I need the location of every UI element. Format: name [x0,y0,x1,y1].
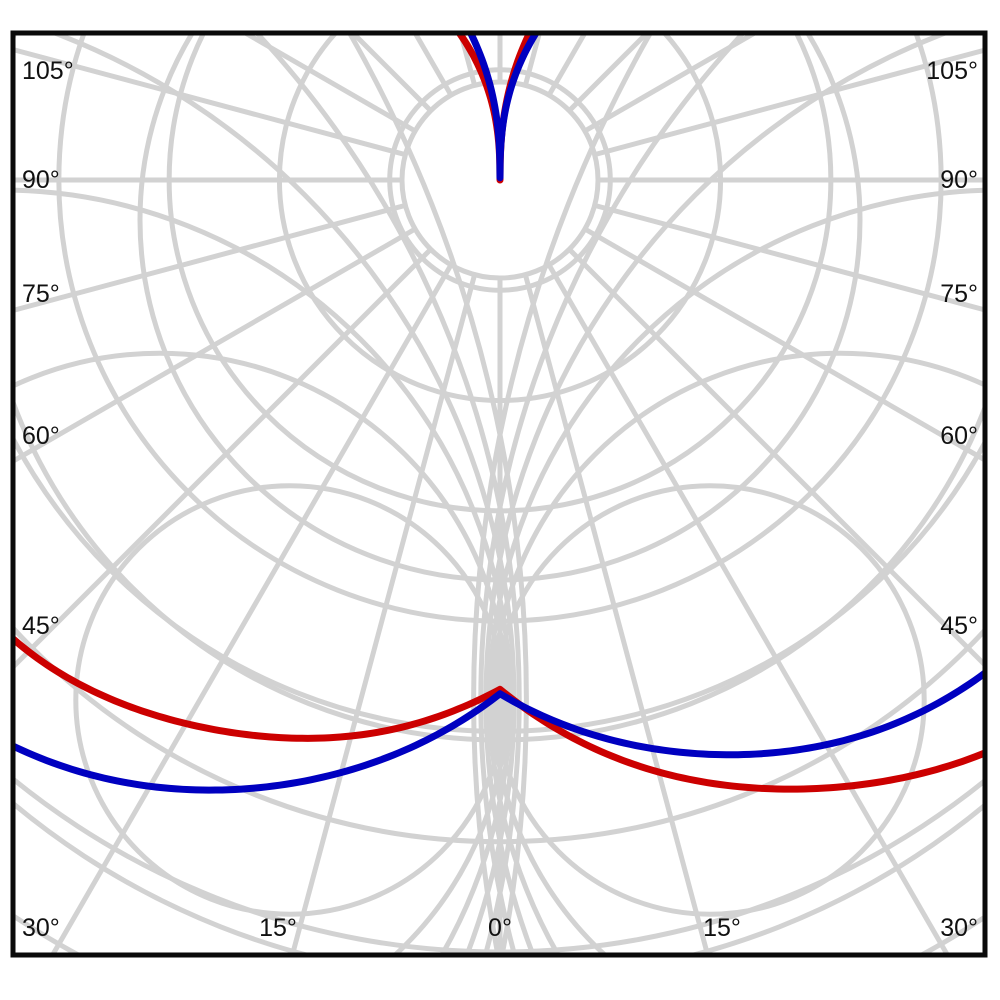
angle-label-bottom-2: 15° [703,914,741,942]
grid-spoke-345 [290,274,478,954]
curve-c90-c270 [14,34,984,794]
angle-label-right-2: 75° [940,280,978,308]
grid-spoke-30 [546,263,950,954]
grid-arc-h-1 [14,34,984,743]
angle-label-left-1: 90° [22,166,60,194]
angle-label-left-3: 60° [22,422,60,450]
grid-spoke-75 [594,202,984,313]
grid-spoke-60 [583,226,984,463]
grid-spoke-315 [14,247,433,670]
angle-label-left-2: 75° [22,280,60,308]
grid-inner-circle [399,79,601,281]
angle-label-right-5: 30° [940,914,978,942]
angle-label-right-3: 60° [940,422,978,450]
grid-spoke-105 [594,47,984,158]
plot-border [10,30,988,958]
grid-spoke-300 [14,226,417,464]
angle-label-right-0: 105° [926,57,978,85]
angle-label-bottom-0: 15° [259,914,297,942]
angle-label-right-4: 45° [940,612,978,640]
grid-spoke-255 [14,47,406,158]
grid-spoke-15 [522,274,710,954]
grid-spoke-45 [567,247,984,668]
grid-arc-cross-l5 [347,34,529,954]
angle-label-right-1: 90° [940,166,978,194]
angle-label-left-0: 105° [22,57,74,85]
angle-label-left-4: 45° [22,612,60,640]
axis-labels: 105° 90° 75° 60° 45° 30° 105° 90° 75° 60° 45° 30° 15… [22,57,978,942]
grid-spoke-285 [14,202,406,313]
grid-spoke-330 [50,263,454,954]
angle-label-left-5: 30° [22,914,60,942]
angle-label-bottom-1: 0° [488,914,512,942]
grid-arc-h-0 [137,34,863,583]
distribution-curves [14,34,984,794]
